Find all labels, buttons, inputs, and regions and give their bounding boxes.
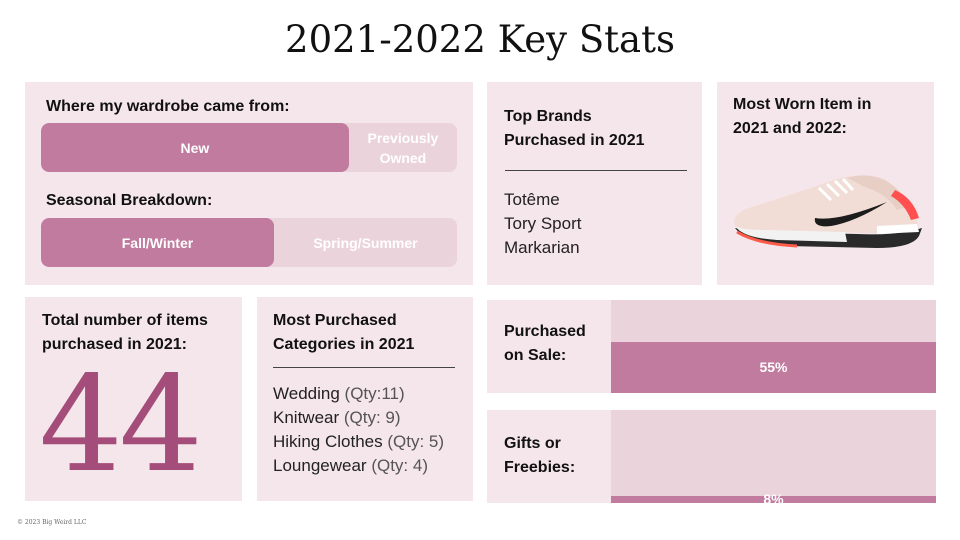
- category-qty: (Qty: 4): [371, 456, 428, 475]
- sale-bar-fill: 55%: [611, 341, 936, 393]
- gifts-label-line1: Gifts or: [504, 435, 561, 452]
- category-qty: (Qty: 9): [343, 408, 401, 427]
- category-name: Wedding: [273, 384, 340, 403]
- most-worn-card: Most Worn Item in 2021 and 2022:: [717, 82, 934, 285]
- spring-summer-segment: Spring/Summer: [274, 218, 457, 267]
- new-segment: New: [41, 123, 349, 172]
- fall-winter-label: Fall/Winter: [121, 234, 194, 251]
- categories-list: Wedding (Qty:11) Knitwear (Qty: 9) Hikin…: [273, 382, 444, 478]
- sale-label-line2: on Sale:: [504, 347, 567, 364]
- categories-divider: [273, 367, 455, 368]
- top-brands-divider: [505, 170, 687, 171]
- sneaker-icon: [734, 175, 922, 248]
- top-brands-heading-line1: Top Brands: [504, 108, 592, 125]
- brand-item: Markarian: [504, 238, 580, 257]
- top-brands-heading: Top Brands Purchased in 2021: [504, 105, 645, 153]
- seasonal-bar: Fall/Winter Spring/Summer: [41, 218, 457, 267]
- brand-item: Totême: [504, 190, 560, 209]
- sale-bar-track: 55%: [611, 300, 936, 393]
- total-items-card: Total number of items purchased in 2021:…: [25, 297, 242, 501]
- gifts-bar-fill: 8%: [611, 491, 936, 507]
- categories-card: Most Purchased Categories in 2021 Weddin…: [257, 297, 473, 501]
- previously-owned-segment: Previously Owned: [349, 123, 457, 172]
- total-items-value: 44: [39, 348, 203, 502]
- page-title: 2021-2022 Key Stats: [285, 18, 675, 61]
- category-item: Hiking Clothes (Qty: 5): [273, 430, 444, 454]
- brand-item: Tory Sport: [504, 214, 582, 233]
- sale-label: Purchased on Sale:: [504, 320, 586, 368]
- category-item: Wedding (Qty:11): [273, 382, 444, 406]
- total-items-heading-line2: purchased in 2021:: [42, 336, 187, 353]
- wardrobe-heading: Where my wardrobe came from:: [46, 98, 290, 115]
- top-brands-heading-line2: Purchased in 2021: [504, 132, 645, 149]
- total-items-heading: Total number of items purchased in 2021:: [42, 309, 208, 357]
- category-qty: (Qty:11): [344, 384, 405, 403]
- copyright-footer: © 2023 Big Weird LLC: [17, 519, 87, 526]
- top-brands-card: Top Brands Purchased in 2021 Totême Tory…: [487, 82, 702, 285]
- category-name: Loungewear: [273, 456, 367, 475]
- fall-winter-segment: Fall/Winter: [41, 218, 274, 267]
- categories-heading-line1: Most Purchased: [273, 312, 397, 329]
- categories-heading: Most Purchased Categories in 2021: [273, 309, 414, 357]
- gifts-label-line2: Freebies:: [504, 459, 576, 476]
- new-label: New: [180, 139, 210, 156]
- category-item: Loungewear (Qty: 4): [273, 454, 444, 478]
- wardrobe-card: Where my wardrobe came from: New Previou…: [25, 82, 473, 285]
- sale-value: 55%: [759, 359, 788, 376]
- category-qty: (Qty: 5): [387, 432, 445, 451]
- spring-summer-label: Spring/Summer: [313, 234, 418, 251]
- gifts-value: 8%: [763, 491, 784, 508]
- gifts-card: Gifts or Freebies:: [487, 410, 611, 503]
- category-item: Knitwear (Qty: 9): [273, 406, 444, 430]
- sale-label-line1: Purchased: [504, 323, 586, 340]
- gifts-bar-track: 8%: [611, 410, 936, 507]
- most-worn-heading-line1: Most Worn Item in: [733, 96, 872, 113]
- wardrobe-source-bar: New Previously Owned: [41, 123, 457, 172]
- total-items-heading-line1: Total number of items: [42, 312, 208, 329]
- category-name: Hiking Clothes: [273, 432, 383, 451]
- gifts-label: Gifts or Freebies:: [504, 432, 575, 480]
- brands-list: Totême Tory Sport Markarian: [504, 188, 581, 260]
- category-name: Knitwear: [273, 408, 340, 427]
- most-worn-heading-line2: 2021 and 2022:: [733, 120, 847, 137]
- sale-card: Purchased on Sale:: [487, 300, 611, 393]
- previously-owned-label: Previously Owned: [367, 129, 439, 166]
- seasonal-heading: Seasonal Breakdown:: [46, 192, 213, 209]
- categories-heading-line2: Categories in 2021: [273, 336, 415, 353]
- most-worn-heading: Most Worn Item in 2021 and 2022:: [733, 93, 871, 141]
